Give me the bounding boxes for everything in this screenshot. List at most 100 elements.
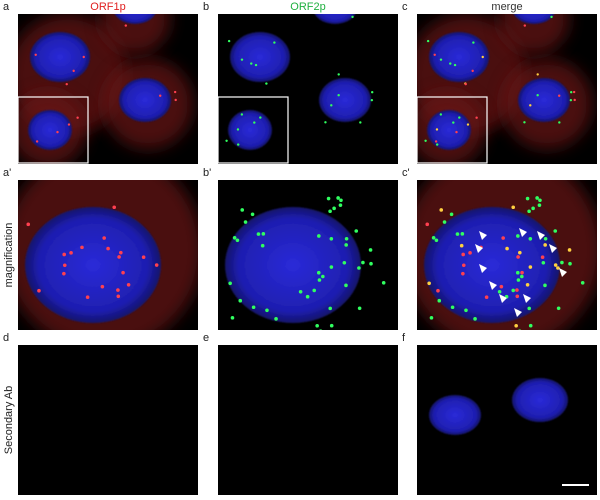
punctum (354, 229, 359, 233)
punctum (431, 235, 436, 240)
punctum (520, 270, 524, 275)
punctum (460, 232, 465, 236)
punctum (340, 4, 342, 6)
punctum (69, 251, 73, 255)
punctum (449, 212, 454, 217)
inset-box (217, 96, 289, 164)
punctum (117, 255, 121, 259)
punctum (557, 94, 561, 97)
punctum (158, 94, 162, 97)
nucleus (513, 14, 555, 24)
punctum (72, 69, 75, 73)
punctum (560, 260, 564, 265)
punctum (361, 260, 365, 265)
punctum (442, 220, 447, 224)
nucleus (424, 207, 560, 323)
punctum (538, 198, 542, 203)
punctum (488, 337, 492, 341)
punctum (540, 255, 545, 260)
punctum (558, 121, 561, 124)
nucleus (314, 14, 356, 24)
punctum (556, 266, 560, 270)
punctum (528, 323, 533, 328)
nucleus (518, 78, 570, 122)
punctum (537, 203, 542, 207)
punctum (274, 317, 278, 321)
punctum (338, 203, 343, 207)
punctum (357, 306, 362, 311)
arrowhead (559, 268, 567, 277)
punctum (174, 98, 177, 102)
micrograph (417, 14, 597, 164)
punctum (305, 294, 310, 299)
punctum (62, 252, 66, 257)
punctum (336, 196, 340, 200)
punctum (76, 116, 79, 119)
punctum (516, 255, 520, 259)
punctum (371, 90, 374, 94)
nucleus (30, 32, 90, 82)
arrowhead (479, 264, 487, 273)
punctum (89, 337, 93, 341)
punctum (468, 251, 472, 255)
micrograph (410, 180, 597, 342)
micrograph (218, 180, 398, 330)
punctum (351, 15, 354, 19)
punctum (427, 281, 431, 286)
punctum (337, 94, 340, 97)
column-title: merge (491, 1, 522, 13)
punctum (466, 123, 470, 126)
punctum (150, 8, 152, 10)
punctum (543, 237, 548, 241)
punctum (436, 143, 439, 146)
punctum (11, 305, 15, 309)
punctum (410, 305, 414, 309)
punctum (436, 288, 440, 293)
panel-letter: b (203, 1, 209, 13)
panel-letter: a (3, 1, 10, 13)
punctum (434, 238, 439, 243)
nucleus (512, 378, 568, 422)
arrowhead (499, 294, 507, 303)
punctum (240, 58, 244, 61)
punctum (424, 139, 427, 142)
punctum (324, 121, 327, 124)
nucleus (119, 78, 171, 122)
punctum (449, 62, 452, 65)
punctum (237, 143, 240, 146)
punctum (225, 139, 228, 142)
panel-letter: d (3, 332, 9, 344)
punctum (317, 234, 321, 238)
punctum (112, 205, 117, 210)
punctum (464, 308, 468, 313)
punctum (359, 121, 362, 124)
punctum (337, 73, 340, 76)
punctum (461, 271, 465, 276)
punctum (85, 295, 90, 299)
punctum (525, 282, 530, 287)
punctum (345, 7, 347, 9)
punctum (515, 288, 519, 292)
punctum (329, 265, 334, 269)
nucleus (225, 207, 361, 323)
punctum (339, 198, 343, 203)
punctum (236, 128, 240, 131)
cytoplasm (499, 14, 569, 54)
punctum (439, 208, 444, 212)
panel-background (18, 345, 198, 495)
panel-letter: c (402, 1, 408, 13)
punctum (321, 274, 325, 279)
punctum (535, 196, 539, 200)
arrowhead (489, 281, 497, 290)
punctum (458, 116, 461, 119)
punctum (256, 232, 261, 236)
punctum (455, 338, 459, 342)
punctum (328, 306, 333, 311)
punctum (312, 288, 317, 293)
punctum (568, 261, 572, 266)
punctum (316, 270, 321, 275)
row-label: Secondary Ab (3, 386, 15, 455)
punctum (461, 252, 465, 257)
punctum (573, 98, 576, 102)
punctum (329, 323, 334, 328)
